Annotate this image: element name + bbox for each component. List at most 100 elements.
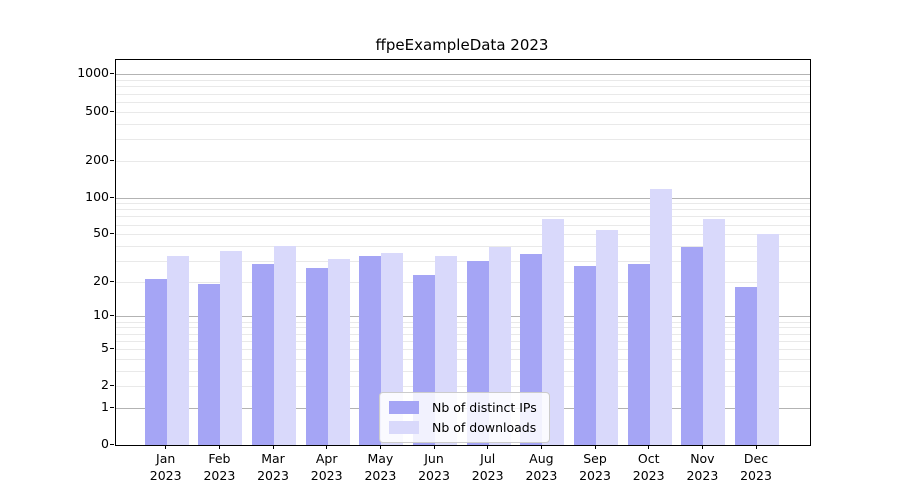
ytick-label-1: 1 bbox=[101, 398, 109, 414]
xtick-year: 2023 bbox=[525, 467, 558, 483]
ytick-label-0: 0 bbox=[101, 436, 109, 451]
xtick-year: 2023 bbox=[740, 467, 772, 483]
gridline-minor-60 bbox=[116, 224, 810, 226]
bar-ips-may bbox=[359, 255, 382, 445]
bar-downloads-dec bbox=[757, 234, 779, 445]
bar-ips-apr bbox=[305, 268, 328, 445]
xtick-mark-mar bbox=[272, 445, 274, 449]
xtick-label-jun: Jun 2023 bbox=[402, 451, 466, 484]
xtick-label-nov: Nov 2023 bbox=[670, 451, 734, 484]
gridline-minor-50 bbox=[116, 234, 810, 236]
ytick-label-10: 10 bbox=[93, 307, 109, 323]
gridline-minor-700 bbox=[116, 93, 810, 95]
legend-row-distinct-ips: Nb of distinct IPs bbox=[389, 400, 537, 415]
gridline-minor-400 bbox=[116, 123, 810, 125]
xtick-mark-jul bbox=[487, 445, 489, 449]
gridline-minor-800 bbox=[116, 86, 810, 88]
xtick-year: 2023 bbox=[149, 467, 182, 483]
gridline-minor-9 bbox=[116, 321, 810, 323]
plot-area: Nb of distinct IPs Nb of downloads bbox=[115, 59, 811, 446]
ytick-mark-100 bbox=[110, 196, 114, 198]
gridline-minor-5 bbox=[116, 348, 810, 350]
xtick-year: 2023 bbox=[632, 467, 665, 483]
xtick-month: Oct bbox=[637, 451, 660, 466]
bar-downloads-feb bbox=[220, 251, 243, 445]
xtick-month: May bbox=[367, 451, 394, 466]
xtick-year: 2023 bbox=[471, 467, 504, 483]
xtick-year: 2023 bbox=[579, 467, 611, 483]
xtick-label-jul: Jul 2023 bbox=[456, 451, 520, 484]
ytick-label-200: 200 bbox=[85, 151, 109, 167]
legend-label-downloads: Nb of downloads bbox=[432, 420, 537, 435]
xtick-year: 2023 bbox=[257, 467, 289, 483]
xtick-label-sep: Sep 2023 bbox=[563, 451, 627, 484]
ytick-mark-5 bbox=[110, 347, 114, 349]
xtick-year: 2023 bbox=[310, 467, 343, 483]
ytick-mark-20 bbox=[110, 280, 114, 282]
gridline-minor-7 bbox=[116, 333, 810, 335]
gridline-minor-70 bbox=[116, 216, 810, 218]
xtick-label-mar: Mar 2023 bbox=[241, 451, 305, 484]
xtick-mark-jun bbox=[433, 445, 435, 449]
ytick-label-20: 20 bbox=[93, 272, 109, 288]
gridline-minor-90 bbox=[116, 203, 810, 205]
ytick-mark-0 bbox=[110, 444, 114, 445]
gridline-minor-600 bbox=[116, 101, 810, 103]
ytick-label-5: 5 bbox=[101, 339, 109, 355]
bar-downloads-nov bbox=[703, 218, 726, 445]
ytick-label-50: 50 bbox=[93, 225, 109, 241]
gridline-minor-900 bbox=[116, 80, 810, 82]
xtick-mark-feb bbox=[218, 445, 220, 449]
xtick-month: Jul bbox=[480, 451, 496, 466]
xtick-month: Dec bbox=[743, 451, 769, 466]
gridline-minor-200 bbox=[116, 160, 810, 162]
gridline-minor-40 bbox=[116, 245, 810, 247]
ytick-label-2: 2 bbox=[101, 377, 109, 393]
xtick-month: Mar bbox=[261, 451, 285, 466]
xtick-month: Jun bbox=[424, 451, 444, 466]
gridline-minor-30 bbox=[116, 260, 810, 262]
ytick-label-100: 100 bbox=[85, 188, 109, 204]
bar-ips-nov bbox=[681, 247, 704, 445]
ytick-label-500: 500 bbox=[85, 102, 109, 118]
xtick-year: 2023 bbox=[418, 467, 450, 483]
gridline-minor-4 bbox=[116, 358, 810, 360]
bar-downloads-apr bbox=[327, 259, 350, 445]
xtick-mark-sep bbox=[594, 445, 596, 449]
xtick-label-apr: Apr 2023 bbox=[295, 451, 359, 484]
legend-row-downloads: Nb of downloads bbox=[389, 420, 537, 435]
bar-ips-feb bbox=[198, 284, 221, 445]
bar-downloads-mar bbox=[274, 245, 296, 445]
ytick-mark-1 bbox=[110, 406, 114, 408]
xtick-mark-nov bbox=[701, 445, 703, 449]
ytick-mark-500 bbox=[110, 110, 114, 112]
xtick-label-feb: Feb 2023 bbox=[187, 451, 251, 484]
xtick-year: 2023 bbox=[203, 467, 236, 483]
bar-ips-mar bbox=[252, 264, 274, 445]
gridline-minor-6 bbox=[116, 340, 810, 342]
legend-swatch-distinct-ips bbox=[389, 401, 419, 414]
bar-downloads-oct bbox=[649, 189, 672, 445]
xtick-month: Feb bbox=[208, 451, 231, 466]
legend-swatch-downloads bbox=[389, 421, 419, 434]
bar-downloads-sep bbox=[596, 230, 618, 445]
gridline-minor-2 bbox=[116, 386, 810, 388]
xtick-label-aug: Aug 2023 bbox=[509, 451, 573, 484]
ytick-label-1000: 1000 bbox=[77, 65, 109, 81]
legend: Nb of distinct IPs Nb of downloads bbox=[379, 392, 550, 443]
gridline-minor-3 bbox=[116, 370, 810, 372]
xtick-month: Jan bbox=[156, 451, 176, 466]
bar-ips-oct bbox=[627, 264, 650, 445]
gridline-minor-80 bbox=[116, 209, 810, 211]
chart-title: ffpeExampleData 2023 bbox=[375, 36, 549, 54]
xtick-mark-may bbox=[379, 445, 381, 449]
bar-ips-jan bbox=[144, 279, 167, 445]
ytick-mark-10 bbox=[110, 315, 114, 317]
ytick-mark-50 bbox=[110, 233, 114, 235]
gridline-major-100 bbox=[116, 197, 810, 199]
bar-ips-dec bbox=[735, 287, 757, 445]
xtick-month: Sep bbox=[583, 451, 607, 466]
xtick-label-may: May 2023 bbox=[348, 451, 412, 484]
bar-downloads-jan bbox=[166, 255, 189, 445]
